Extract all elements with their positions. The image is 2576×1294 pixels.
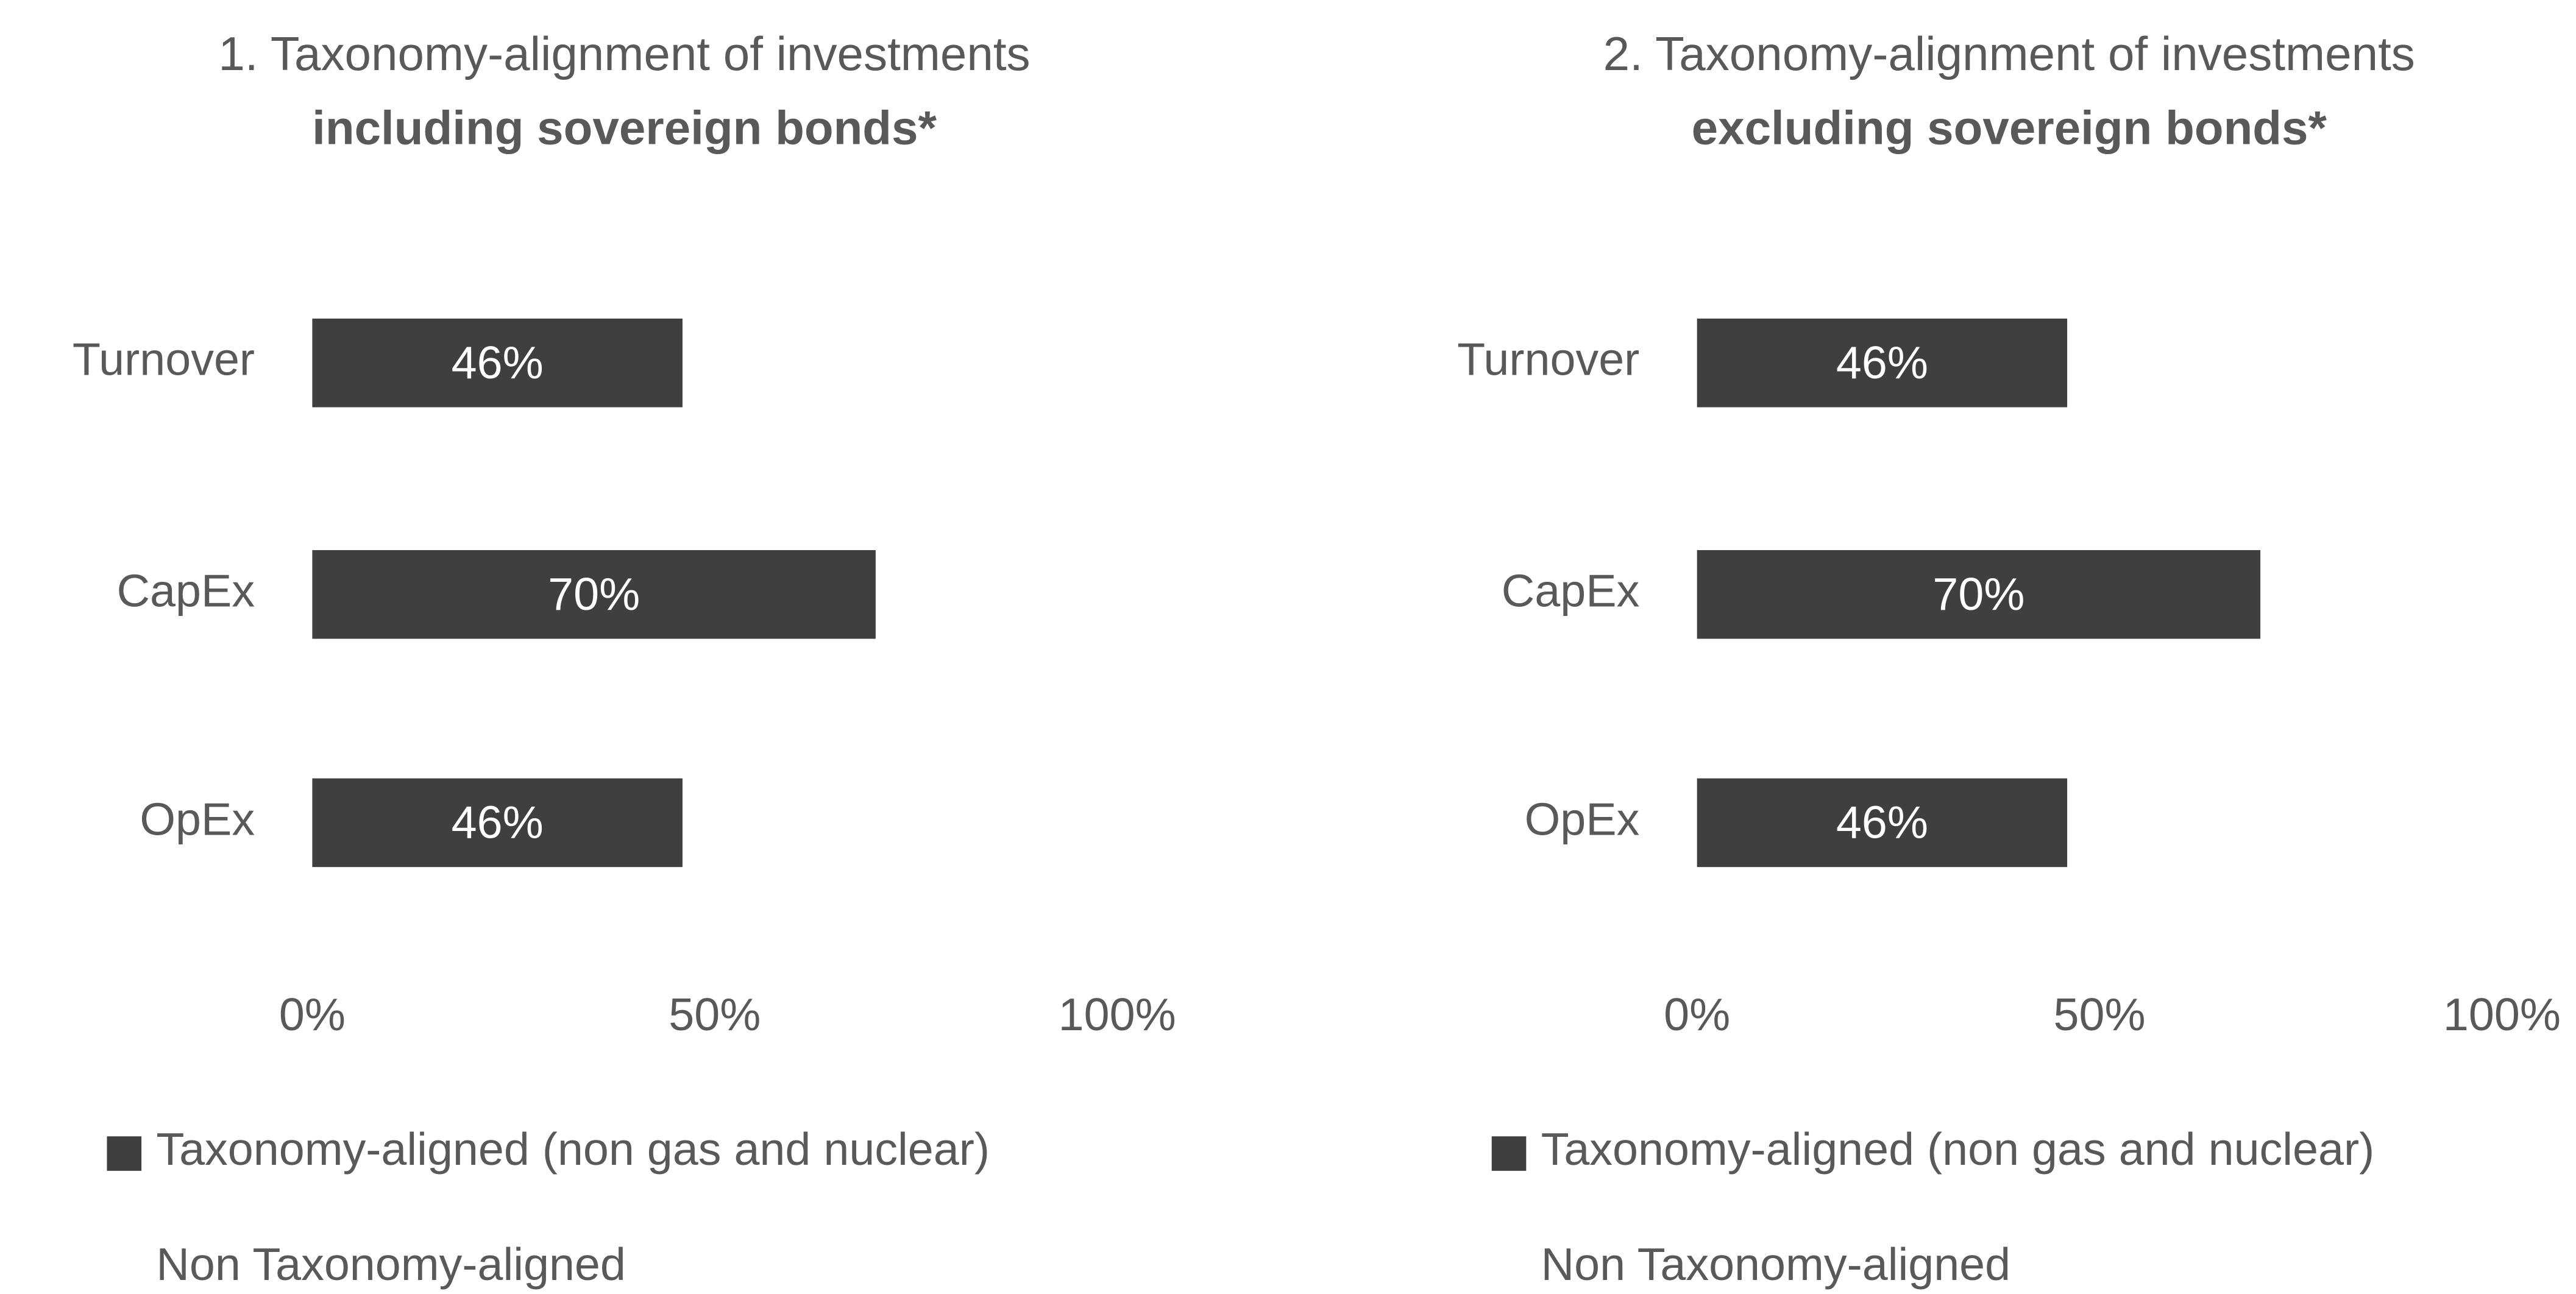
value-label: 46% (452, 797, 544, 848)
bar (1697, 778, 2068, 868)
bar (1697, 550, 2261, 639)
bar (682, 778, 1118, 868)
chart-subtitle: including sovereign bonds* (312, 101, 937, 154)
x-tick-label: 0% (279, 989, 346, 1040)
category-label: Turnover (1457, 334, 1639, 385)
legend-swatch (1491, 1136, 1527, 1171)
legend-label: Non Taxonomy-aligned (156, 1239, 626, 1290)
value-label: 46% (1836, 337, 1928, 388)
value-label: 46% (1836, 797, 1928, 848)
value-label: 46% (452, 337, 544, 388)
legend-label: Taxonomy-aligned (non gas and nuclear) (1541, 1123, 2375, 1175)
category-label: CapEx (1502, 565, 1640, 617)
value-label: 70% (1932, 568, 2024, 620)
category-label: OpEx (140, 793, 255, 844)
bar (312, 550, 876, 639)
category-label: Turnover (73, 334, 255, 385)
chart-title: 1. Taxonomy-alignment of investments (218, 27, 1030, 80)
bar (2067, 778, 2502, 868)
x-tick-label: 50% (2054, 989, 2146, 1040)
bar (1697, 318, 2068, 408)
bar (2067, 318, 2502, 408)
chart-subtitle: excluding sovereign bonds* (1692, 101, 2327, 154)
bar (682, 318, 1118, 408)
legend-label: Non Taxonomy-aligned (1541, 1239, 2011, 1290)
bar (312, 778, 683, 868)
chart-title: 2. Taxonomy-alignment of investments (1603, 27, 2415, 80)
bar (312, 318, 683, 408)
value-label: 70% (548, 568, 640, 620)
x-tick-label: 50% (669, 989, 761, 1040)
x-tick-label: 100% (2443, 989, 2561, 1040)
category-label: CapEx (117, 565, 255, 617)
legend-swatch (1491, 1251, 1527, 1286)
category-label: OpEx (1525, 793, 1640, 844)
bar (2260, 550, 2502, 639)
legend-swatch (107, 1136, 142, 1171)
x-tick-label: 0% (1664, 989, 1730, 1040)
bar (875, 550, 1118, 639)
x-tick-label: 100% (1059, 989, 1176, 1040)
legend-swatch (107, 1251, 142, 1286)
legend-label: Taxonomy-aligned (non gas and nuclear) (156, 1123, 990, 1175)
